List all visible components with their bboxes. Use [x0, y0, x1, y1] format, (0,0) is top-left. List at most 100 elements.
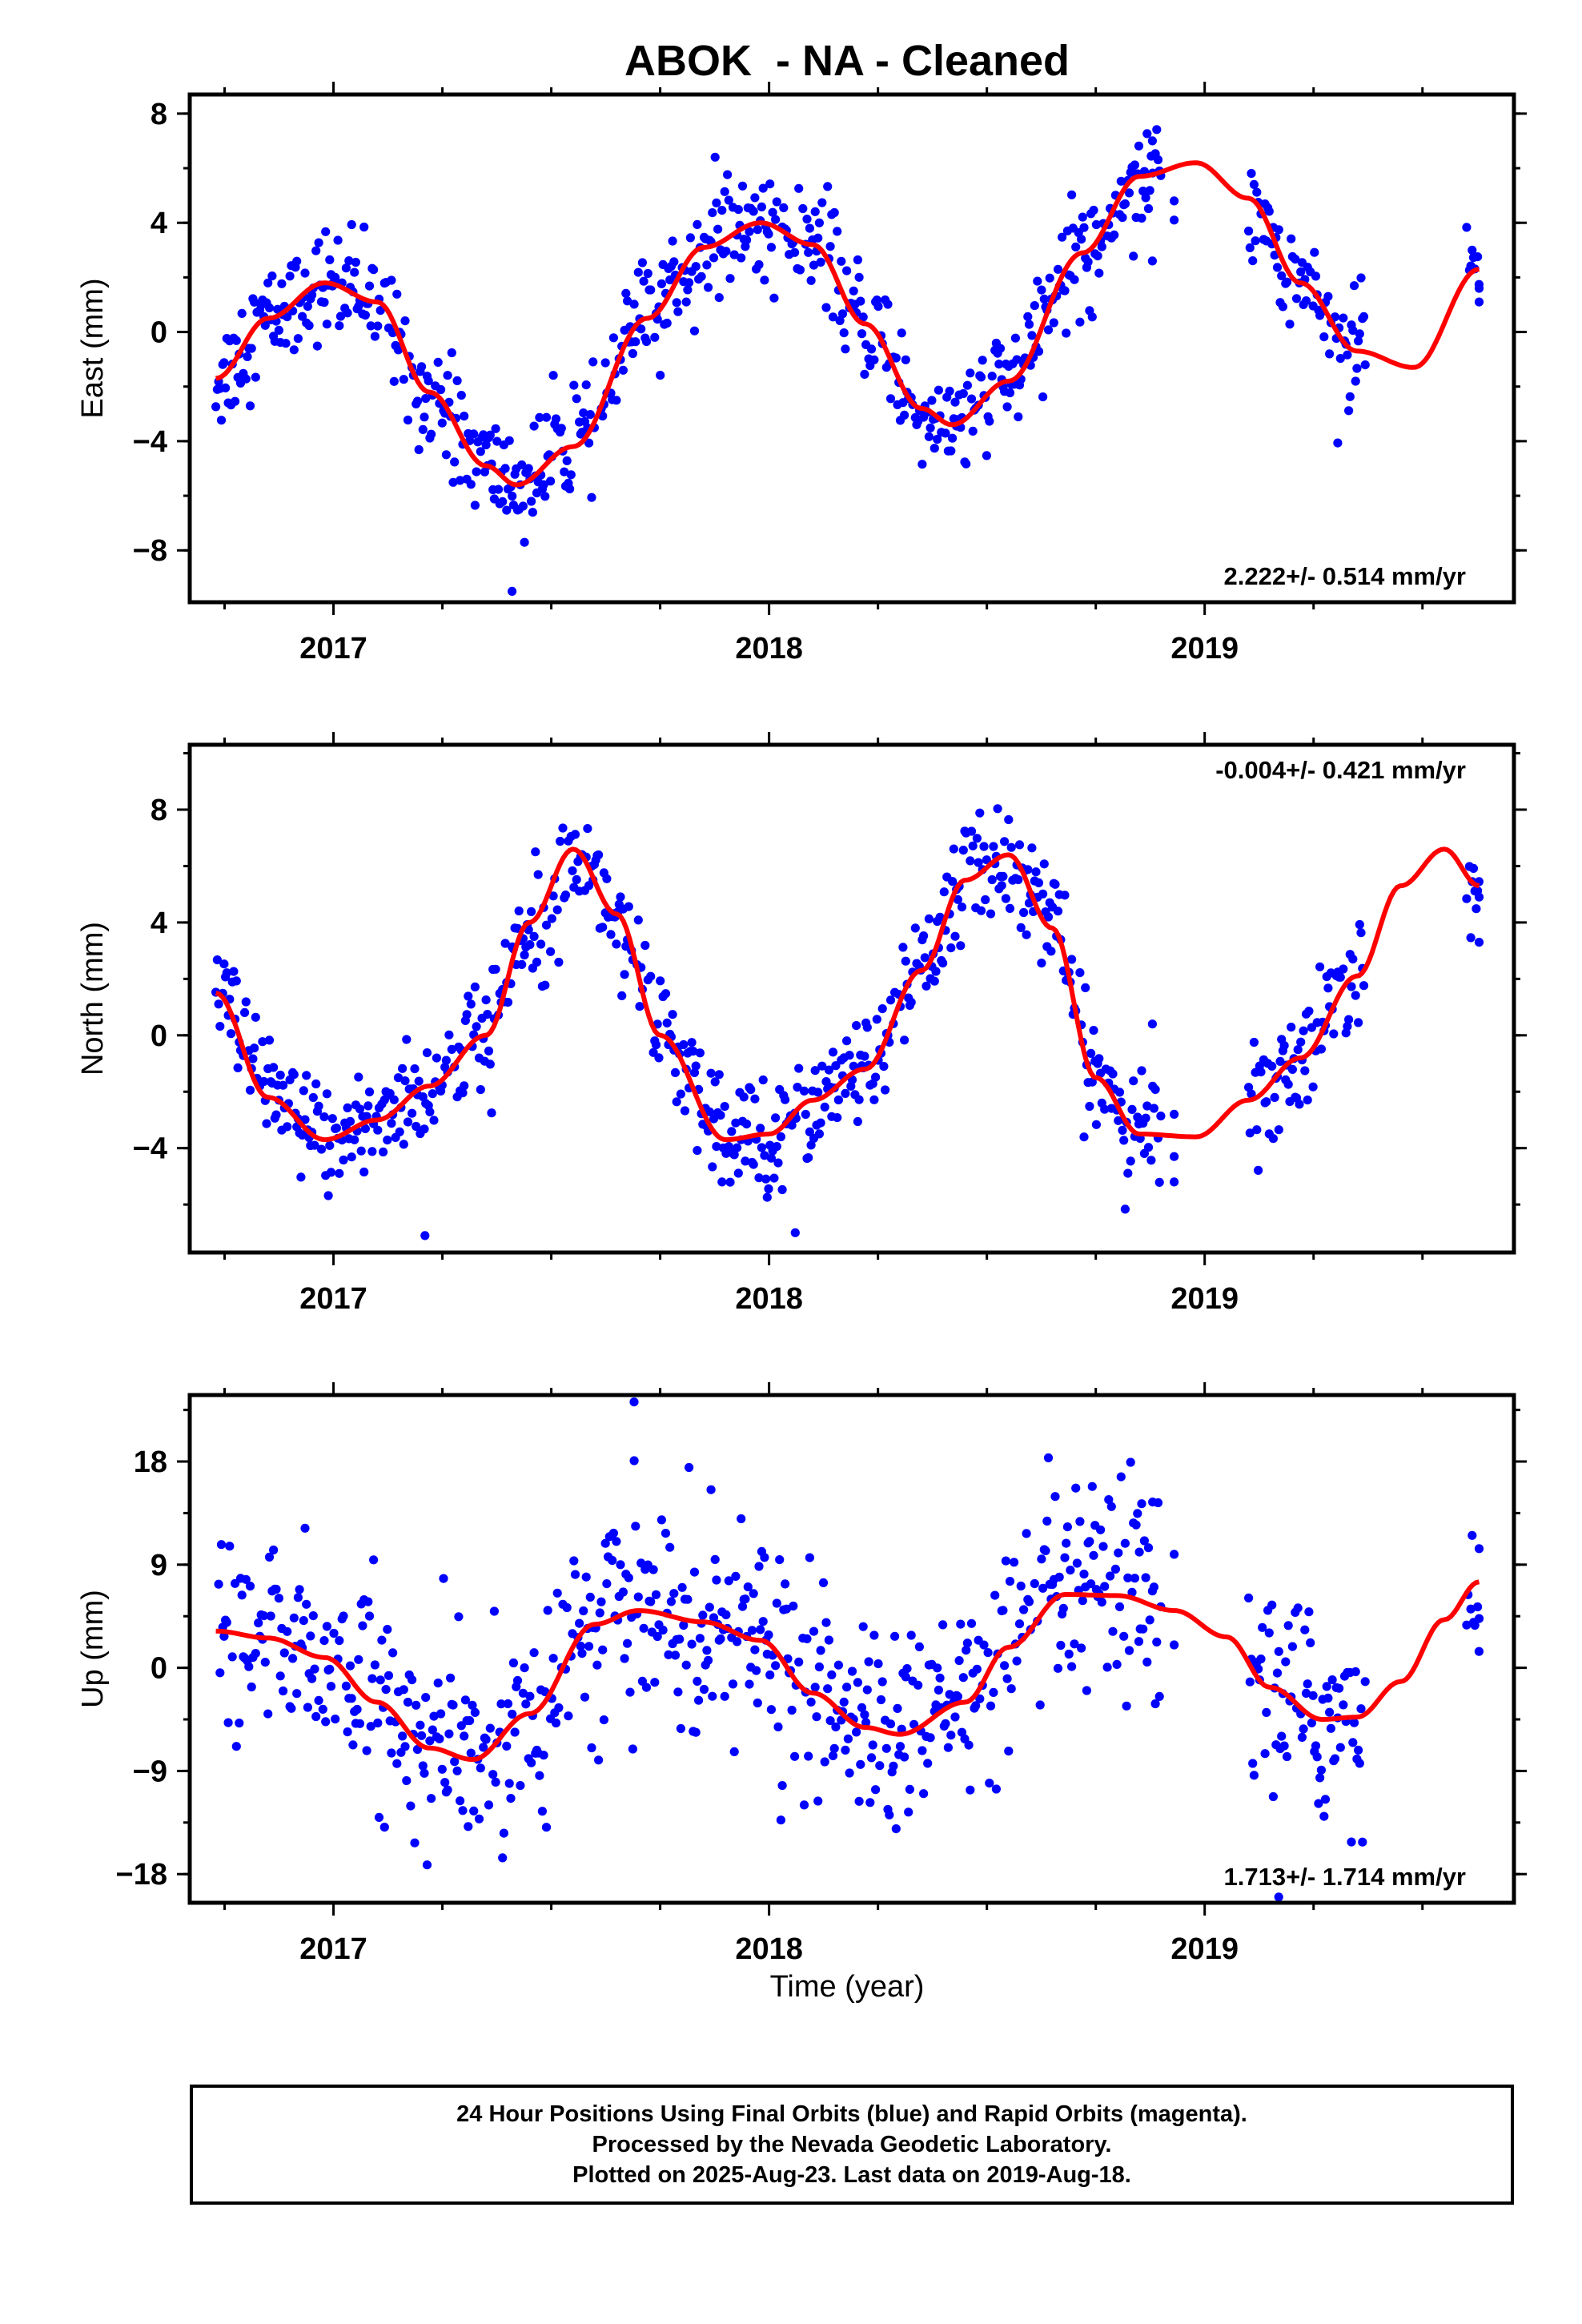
data-point: [926, 423, 935, 432]
data-point: [869, 1630, 879, 1640]
y-axis-label: East (mm): [76, 278, 110, 418]
data-point: [241, 997, 251, 1007]
data-point: [527, 907, 536, 916]
data-point: [1262, 1097, 1271, 1107]
data-point: [883, 300, 893, 309]
data-point: [300, 268, 310, 278]
data-point: [510, 1727, 520, 1737]
data-point: [436, 1709, 446, 1719]
data-point: [966, 1785, 975, 1795]
data-point: [708, 208, 717, 218]
data-point: [753, 1698, 762, 1708]
data-point: [871, 1072, 881, 1082]
data-point: [514, 906, 524, 916]
data-point: [341, 1681, 351, 1691]
data-point: [374, 1812, 384, 1822]
data-point: [400, 316, 410, 326]
data-point: [966, 394, 977, 404]
data-point: [885, 1810, 894, 1819]
data-point: [364, 281, 375, 291]
data-point: [211, 402, 221, 412]
data-point: [1348, 1738, 1358, 1747]
data-point: [1308, 1691, 1318, 1700]
data-point: [897, 1724, 906, 1734]
data-point: [387, 1119, 396, 1128]
data-point: [551, 1718, 561, 1728]
plot-frame: [187, 742, 1516, 1255]
data-point: [263, 1709, 273, 1719]
data-point: [1287, 1642, 1297, 1651]
data-point: [1002, 1674, 1012, 1683]
data-point: [733, 1168, 743, 1178]
data-point: [624, 902, 633, 911]
data-point: [1130, 1574, 1139, 1583]
data-point: [428, 1725, 437, 1735]
data-point: [773, 1722, 783, 1731]
data-point: [787, 1705, 797, 1715]
data-point: [1473, 252, 1483, 262]
data-point: [579, 1606, 588, 1616]
data-point: [675, 1634, 685, 1644]
data-point: [828, 1047, 838, 1057]
data-point: [953, 895, 962, 904]
data-point: [421, 1693, 431, 1703]
data-point: [1264, 1628, 1274, 1638]
data-point: [697, 271, 706, 281]
data-point: [1154, 1691, 1164, 1701]
data-point: [1141, 1573, 1150, 1582]
data-point: [311, 1079, 321, 1089]
data-point: [1004, 814, 1014, 825]
data-point: [779, 203, 789, 212]
data-point: [721, 247, 731, 256]
chart-title: ABOK - NA - Cleaned: [624, 37, 1070, 85]
data-point: [1335, 1743, 1345, 1752]
data-point: [804, 1153, 813, 1163]
data-point: [598, 923, 608, 932]
data-point: [629, 1397, 639, 1407]
data-point: [608, 333, 619, 343]
data-point: [806, 275, 816, 285]
data-point: [909, 1719, 919, 1729]
data-point: [1252, 187, 1262, 197]
data-point: [556, 836, 565, 846]
data-point: [1120, 1538, 1130, 1548]
data-point: [934, 1685, 943, 1695]
data-point: [237, 1590, 247, 1600]
data-point: [620, 1654, 629, 1663]
data-point: [1134, 1547, 1144, 1557]
data-point: [648, 1565, 658, 1574]
data-point: [1079, 1570, 1089, 1579]
data-point: [958, 388, 968, 399]
data-point: [1106, 1571, 1115, 1581]
y-tick-label: −9: [133, 1755, 167, 1788]
data-point: [275, 1070, 285, 1080]
data-point: [260, 1658, 270, 1667]
data-point: [1466, 1604, 1476, 1614]
data-point: [531, 847, 540, 857]
data-point: [389, 1095, 399, 1104]
data-point: [231, 1742, 241, 1751]
plot-frame: [187, 1393, 1516, 1905]
data-point: [1291, 255, 1300, 264]
data-point: [1138, 1624, 1148, 1634]
data-point: [517, 460, 527, 470]
data-point: [1091, 219, 1101, 230]
data-point: [392, 289, 402, 299]
data-point: [476, 1763, 485, 1773]
data-point: [458, 1806, 468, 1815]
data-point: [1010, 333, 1020, 343]
data-point: [1104, 1495, 1114, 1505]
data-point: [695, 1634, 705, 1643]
data-point: [849, 286, 858, 296]
data-point: [325, 1664, 335, 1674]
data-point: [758, 1617, 768, 1626]
data-point: [271, 1584, 281, 1594]
data-point: [554, 1703, 564, 1713]
data-point: [765, 1670, 775, 1680]
data-point: [708, 1162, 717, 1172]
data-point: [529, 421, 539, 431]
data-point: [456, 391, 466, 400]
data-point: [362, 1746, 371, 1755]
data-point: [919, 1789, 929, 1799]
data-point: [720, 1102, 729, 1112]
